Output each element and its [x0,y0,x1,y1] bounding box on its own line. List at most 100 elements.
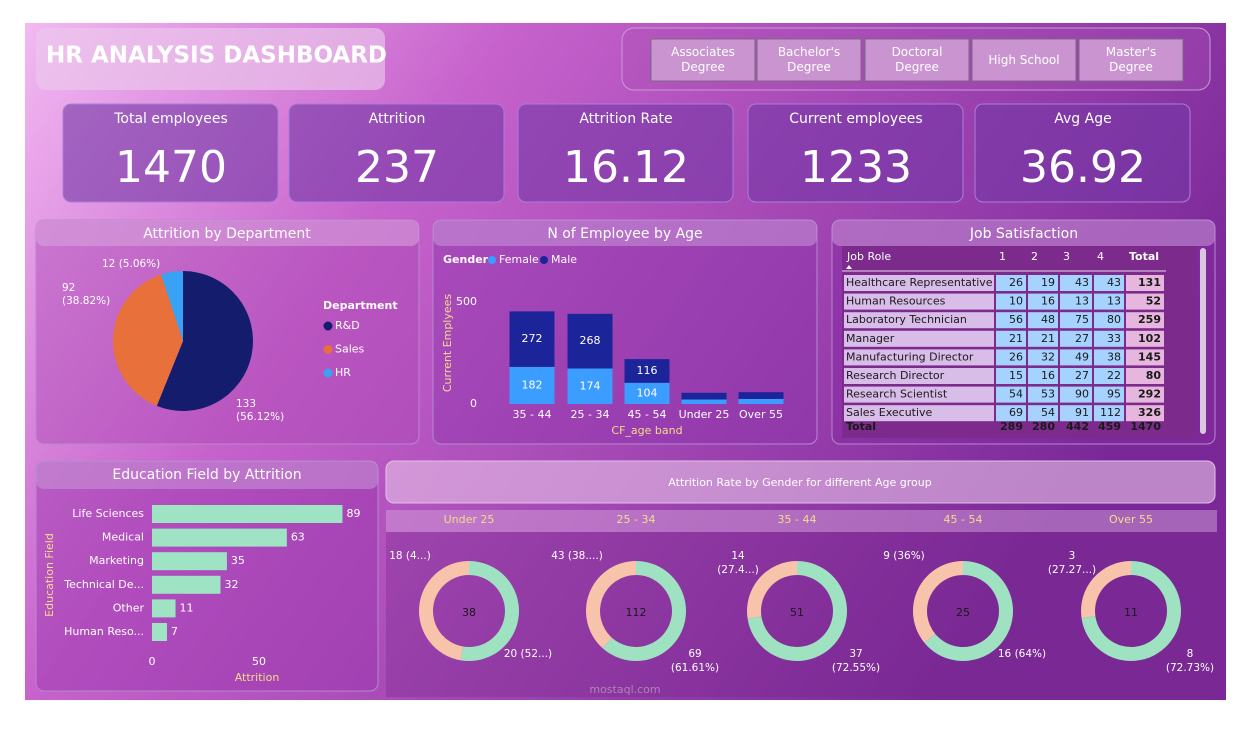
kpi-label: Total employees [113,111,228,127]
donut-label: 16 (64%) [997,648,1047,660]
x-axis-label: CF_age band [611,424,682,437]
bar-segment [738,392,784,399]
kpi-label: Avg Age [1054,111,1111,127]
table-header: 1 [999,250,1006,263]
filter-label-box: High School [988,52,1060,67]
table-value: 69 [1009,406,1023,419]
table-cell [996,368,1026,384]
table-value: 56 [1009,313,1023,326]
table-total-value: 280 [1032,420,1055,433]
table-cell [844,386,994,403]
donut-slice [746,561,797,619]
table-cell [996,330,1026,347]
table-cell [1094,405,1124,422]
table-value: 75 [1075,313,1089,326]
table-cell [844,293,994,310]
table-cell [1028,386,1058,403]
donut-label-box: 9 (36%) [883,550,925,562]
pie-slice [161,271,183,341]
table-cell [1028,312,1058,329]
table-header: 3 [1063,250,1070,263]
donut-label-box: 16 (64%) [997,648,1047,660]
donut-total: 112 [626,606,647,619]
table-value: 52 [1146,295,1161,308]
table-cell [1126,330,1164,347]
table-cell [996,293,1026,310]
table-value: 13 [1075,295,1089,308]
filter-label: High School [988,52,1060,67]
filter-button[interactable] [971,38,1077,82]
filter-button[interactable] [650,38,756,82]
table-cell [1060,368,1092,384]
donut-header [385,460,1216,504]
table-value: 91 [1075,406,1089,419]
table-total-value: 289 [1000,420,1023,433]
kpi-value: 1233 [800,142,912,193]
donut-slice [602,561,686,661]
table-cell [996,312,1026,329]
donut-total: 11 [1124,606,1138,619]
kpi-card [974,103,1191,203]
table-header: Total [1129,250,1159,263]
table-cell [844,405,994,422]
y-axis-label: Current Emplyees [441,294,454,393]
table-cell [1094,349,1124,366]
table-total-label: Total [846,420,876,433]
table-cell [1028,275,1058,291]
bar-value-label: 182 [522,378,543,391]
kpi-label: Attrition [369,111,426,127]
table-cell [1060,349,1092,366]
section-title: Attrition Rate by Gender for different A… [668,476,931,489]
pie-label: 12 (5.06%) [102,258,161,270]
table-cell [1094,275,1124,291]
table-cell [1060,330,1092,347]
table-value: 80 [1107,313,1121,326]
donut-slice [460,561,519,661]
filter-button[interactable] [1078,38,1184,82]
legend-label: Sales [335,343,365,356]
table-role: Manager [846,332,895,345]
table-value: 112 [1100,406,1121,419]
donut-slice [585,561,636,649]
legend-title: Gender [443,253,489,266]
y-axis-label: Education Field [43,533,56,617]
table-value: 95 [1107,388,1121,401]
x-tick-label: Under 25 [679,408,730,421]
y-tick-label: Technical De... [63,578,144,591]
table-value: 32 [1041,350,1055,363]
bar-value-label: 272 [522,332,543,345]
bar [152,552,227,571]
table-cell [844,275,994,291]
filter-button[interactable] [756,38,862,82]
bar [152,599,176,618]
donut-label-box: 20 (52...) [504,648,552,660]
table-value: 27 [1075,332,1089,345]
filter-label: Doctoral Degree [891,45,943,74]
table-value: 26 [1009,276,1023,289]
donut-label-box: 69 (61.61%) [671,648,719,674]
table-total-value: 1470 [1130,420,1161,433]
kpi-card [62,103,279,203]
x-axis-label: Attrition [235,671,280,684]
table-total-value: 459 [1098,420,1121,433]
panel-title: Education Field by Attrition [112,467,301,483]
bar-segment [738,398,784,404]
donut-label: 3 (27.27...) [1047,550,1097,576]
kpi-card [288,103,505,203]
bar-value-label: 11 [180,601,194,614]
pie-label: 92 (38.82%) [62,282,111,307]
table-cell [1094,293,1124,310]
y-tick-label: Life Sciences [72,507,144,520]
kpi-label: Attrition Rate [579,111,672,127]
bar-value-label: 7 [171,625,178,638]
table-role: Research Scientist [846,388,948,401]
pie-label-box: 133 (56.12%) [236,398,284,423]
table-cell [844,312,994,329]
table-cell [1028,349,1058,366]
kpi-value: 36.92 [1020,142,1146,193]
donut-label-box: 43 (38....) [551,550,603,562]
table-value: 102 [1138,332,1161,345]
panel-header [832,220,1215,246]
filter-button[interactable] [864,38,970,82]
